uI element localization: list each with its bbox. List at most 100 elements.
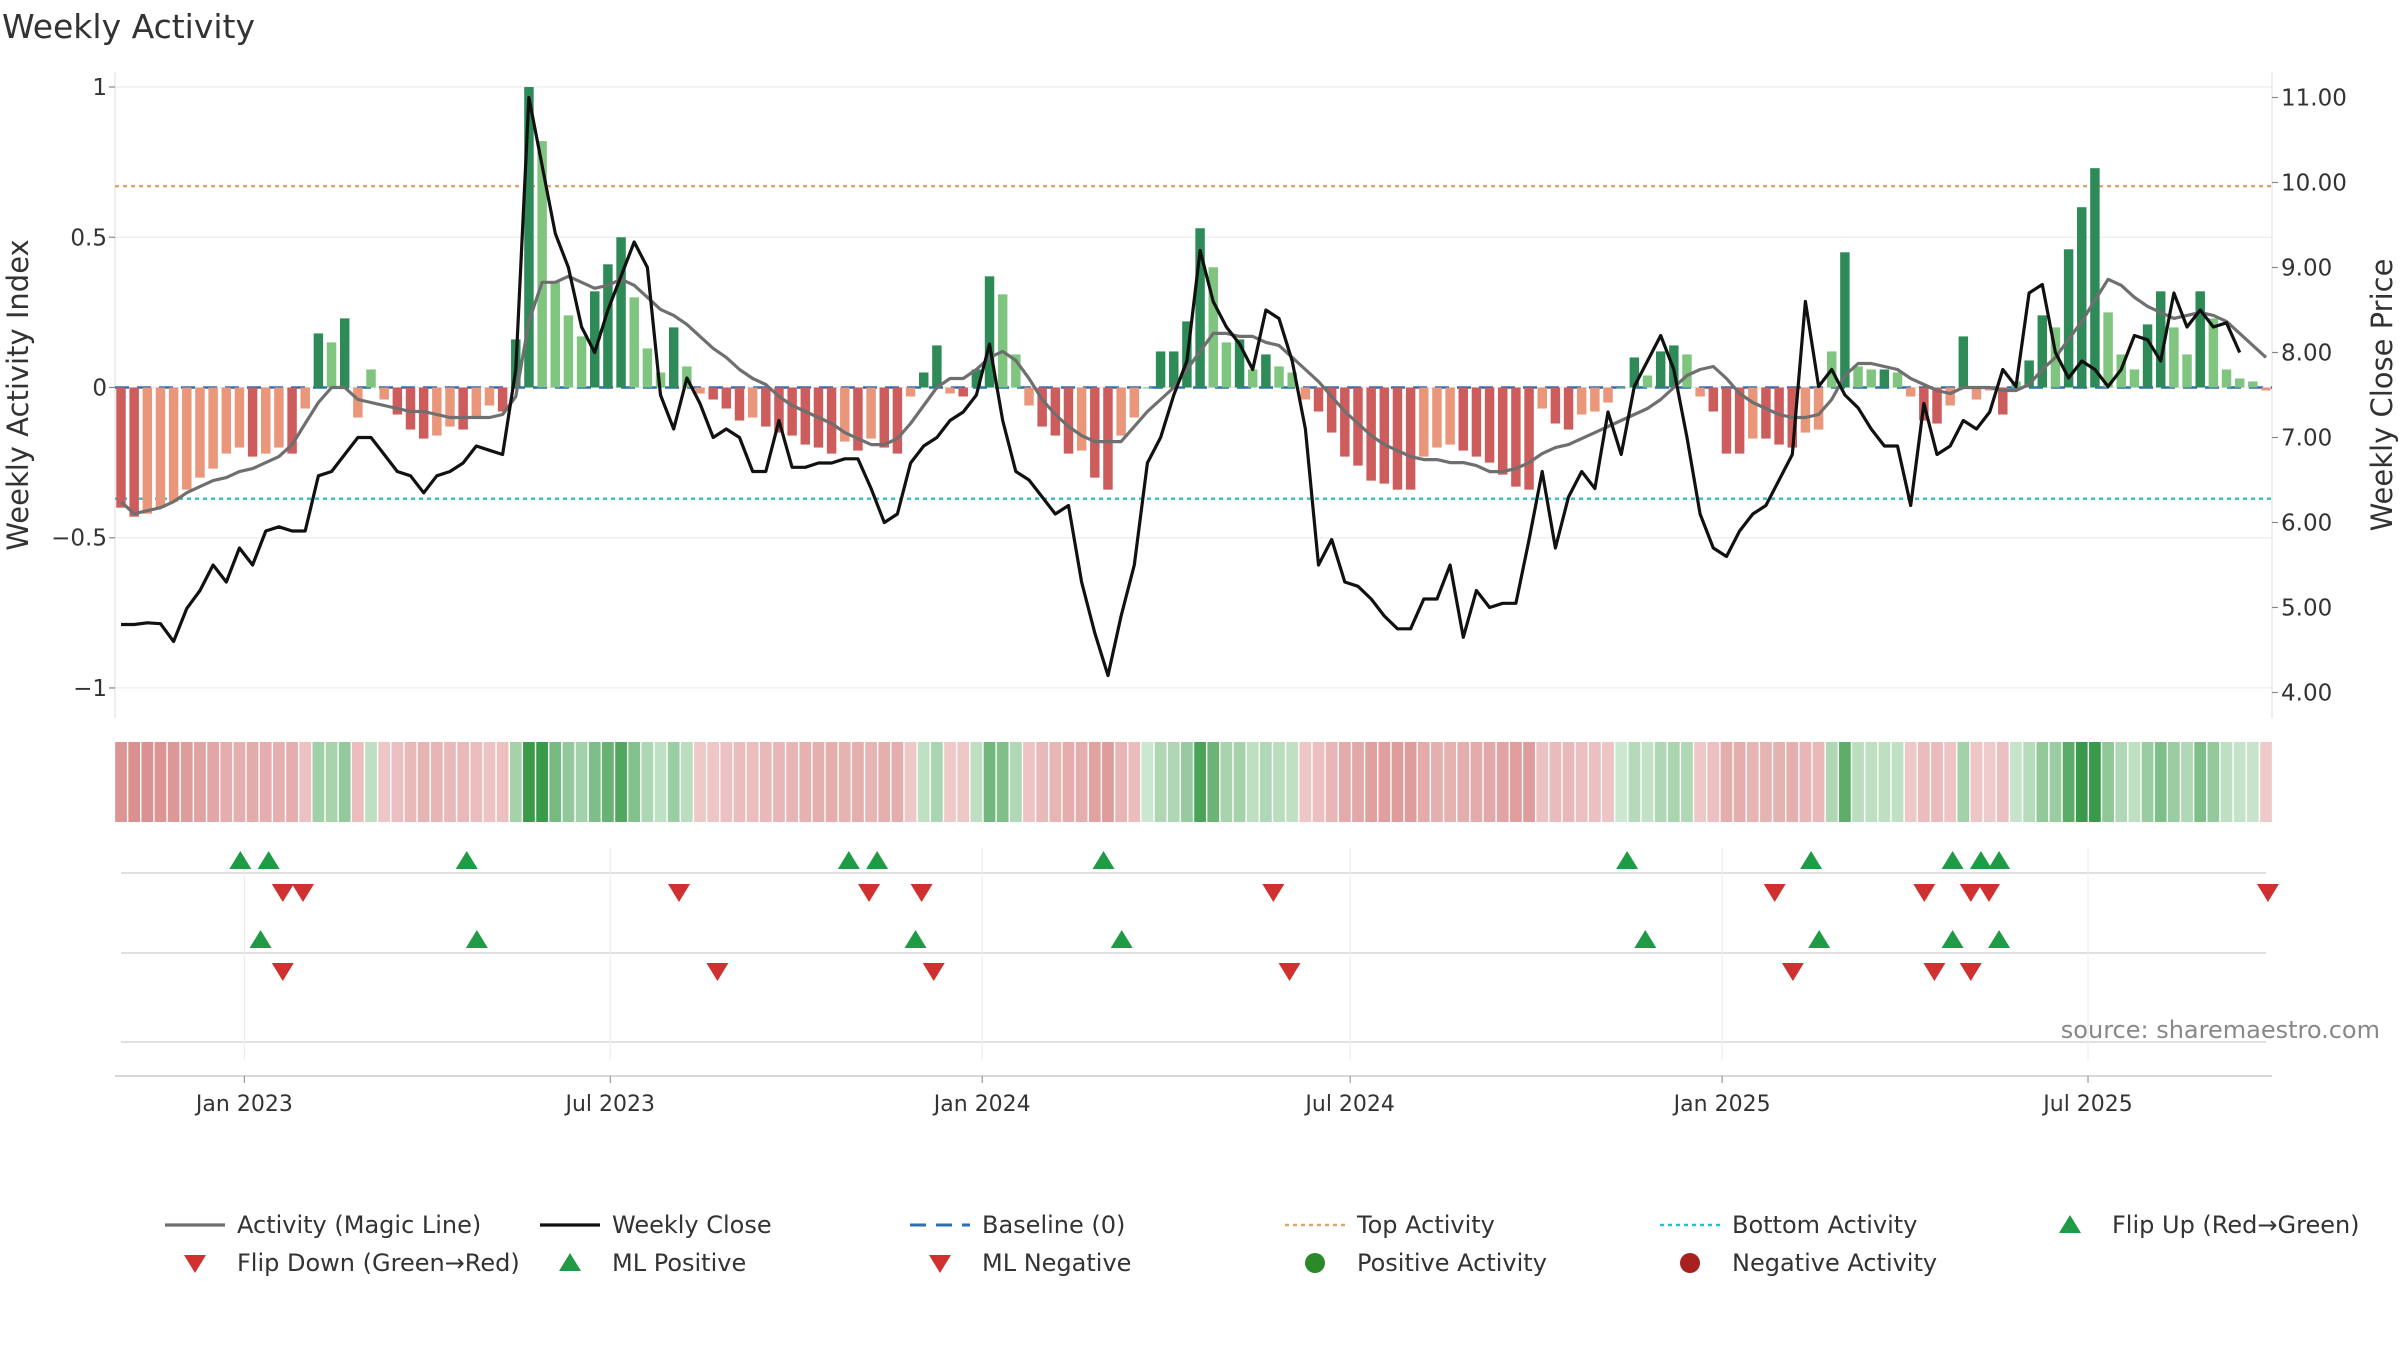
activity-bar-159 xyxy=(2208,318,2219,388)
legend-label-3: Top Activity xyxy=(1356,1211,1495,1239)
strip-cell-92 xyxy=(1325,742,1338,822)
activity-bar-88 xyxy=(1274,366,1284,388)
strip-cell-126 xyxy=(1773,742,1785,822)
strip-cell-40 xyxy=(641,742,654,822)
activity-bar-59 xyxy=(892,387,903,454)
activity-bar-21 xyxy=(392,387,403,415)
legend-item-5: Flip Up (Red→Green) xyxy=(2059,1211,2360,1239)
activity-bar-48 xyxy=(747,387,758,418)
activity-bar-123 xyxy=(1734,387,1745,454)
legend-label-0: Activity (Magic Line) xyxy=(237,1211,481,1239)
date-tick-label-1: Jul 2023 xyxy=(564,1092,656,1117)
flip-down-marker-6 xyxy=(1763,884,1786,902)
flip-up-marker-4 xyxy=(866,851,889,869)
strip-cell-112 xyxy=(1588,742,1601,822)
strip-cell-49 xyxy=(759,742,772,822)
strip-cell-107 xyxy=(1523,742,1535,822)
activity-bar-33 xyxy=(550,282,560,388)
activity-bar-80 xyxy=(1169,351,1179,388)
activity-bar-93 xyxy=(1340,387,1350,457)
date-tick-label-0: Jan 2023 xyxy=(194,1092,293,1117)
flip-down-marker-9 xyxy=(1977,884,2000,902)
strip-cell-128 xyxy=(1799,742,1812,822)
strip-cell-19 xyxy=(365,742,377,822)
strip-cell-4 xyxy=(167,742,180,822)
activity-heat-strip xyxy=(115,742,2272,822)
strip-cell-62 xyxy=(931,742,943,822)
right-tick-label-1: 10.00 xyxy=(2281,171,2347,197)
right-axis: 11.00 10.00 9.00 8.00 7.00 6.00 5.00 4.00 xyxy=(2272,86,2347,707)
activity-bar-78 xyxy=(1142,387,1153,389)
activity-bar-154 xyxy=(2142,324,2153,388)
legend-label-8: ML Negative xyxy=(982,1249,1131,1277)
ml-positive-marker-2 xyxy=(904,930,927,948)
strip-cell-161 xyxy=(2233,742,2246,822)
activity-bar-49 xyxy=(761,387,771,427)
strip-cell-51 xyxy=(786,742,799,822)
strip-cell-159 xyxy=(2207,742,2220,822)
legend-item-10: Negative Activity xyxy=(1680,1249,1937,1277)
strip-cell-150 xyxy=(2089,742,2101,822)
strip-cell-123 xyxy=(1733,742,1746,822)
flip-down-marker-3 xyxy=(858,884,881,902)
activity-bar-160 xyxy=(2221,369,2232,388)
strip-cell-108 xyxy=(1536,742,1549,822)
activity-bar-9 xyxy=(234,387,245,448)
strip-cell-34 xyxy=(562,742,575,822)
strip-cell-124 xyxy=(1746,742,1759,822)
ml-negative-marker-0 xyxy=(271,963,294,981)
legend-swatch-6 xyxy=(184,1255,206,1273)
activity-bar-82 xyxy=(1195,228,1205,388)
strip-cell-127 xyxy=(1786,742,1799,822)
legend-swatch-5 xyxy=(2059,1215,2081,1233)
strip-cell-132 xyxy=(1852,742,1864,822)
activity-bar-38 xyxy=(616,237,626,388)
activity-bar-6 xyxy=(195,387,205,478)
ml-positive-marker-6 xyxy=(1941,930,1964,948)
strip-cell-12 xyxy=(273,742,285,822)
left-axis: 1 0.5 0 −0.5 −1 xyxy=(51,75,115,702)
strip-cell-141 xyxy=(1970,742,1983,822)
legend-label-4: Bottom Activity xyxy=(1732,1211,1917,1239)
strip-cell-157 xyxy=(2181,742,2193,822)
strip-cell-104 xyxy=(1483,742,1496,822)
strip-cell-105 xyxy=(1496,742,1509,822)
ml-positive-marker-5 xyxy=(1808,930,1831,948)
activity-bar-92 xyxy=(1326,387,1337,433)
activity-bar-89 xyxy=(1287,372,1297,388)
strip-cell-152 xyxy=(2115,742,2128,822)
activity-bar-139 xyxy=(1945,387,1955,406)
activity-bar-57 xyxy=(866,387,876,439)
strip-cell-135 xyxy=(1891,742,1904,822)
ml-positive-marker-3 xyxy=(1110,930,1133,948)
strip-cell-46 xyxy=(720,742,733,822)
activity-bar-60 xyxy=(905,387,916,397)
strip-cell-26 xyxy=(457,742,470,822)
strip-cell-83 xyxy=(1207,742,1220,822)
strip-cell-55 xyxy=(838,742,851,822)
strip-cell-82 xyxy=(1194,742,1206,822)
activity-bar-143 xyxy=(1998,387,2008,415)
strip-cell-50 xyxy=(773,742,785,822)
strip-cell-63 xyxy=(944,742,956,822)
activity-bar-97 xyxy=(1392,387,1403,490)
activity-bar-3 xyxy=(155,387,166,508)
strip-cell-121 xyxy=(1707,742,1720,822)
strip-cell-75 xyxy=(1102,742,1114,822)
flip-up-marker-6 xyxy=(1616,851,1639,869)
activity-bar-122 xyxy=(1721,387,1732,454)
strip-cell-93 xyxy=(1338,742,1351,822)
strip-cell-72 xyxy=(1062,742,1075,822)
strip-cell-133 xyxy=(1865,742,1878,822)
strip-cell-29 xyxy=(496,742,509,822)
activity-bar-94 xyxy=(1353,387,1363,466)
activity-bar-36 xyxy=(590,291,600,388)
date-tick-label-2: Jan 2024 xyxy=(932,1092,1031,1117)
strip-cell-24 xyxy=(430,742,443,822)
strip-cell-68 xyxy=(1009,742,1022,822)
legend-swatch-10 xyxy=(1680,1253,1700,1273)
strip-cell-23 xyxy=(417,742,430,822)
strip-cell-52 xyxy=(799,742,812,822)
strip-cell-30 xyxy=(509,742,522,822)
strip-cell-117 xyxy=(1654,742,1667,822)
